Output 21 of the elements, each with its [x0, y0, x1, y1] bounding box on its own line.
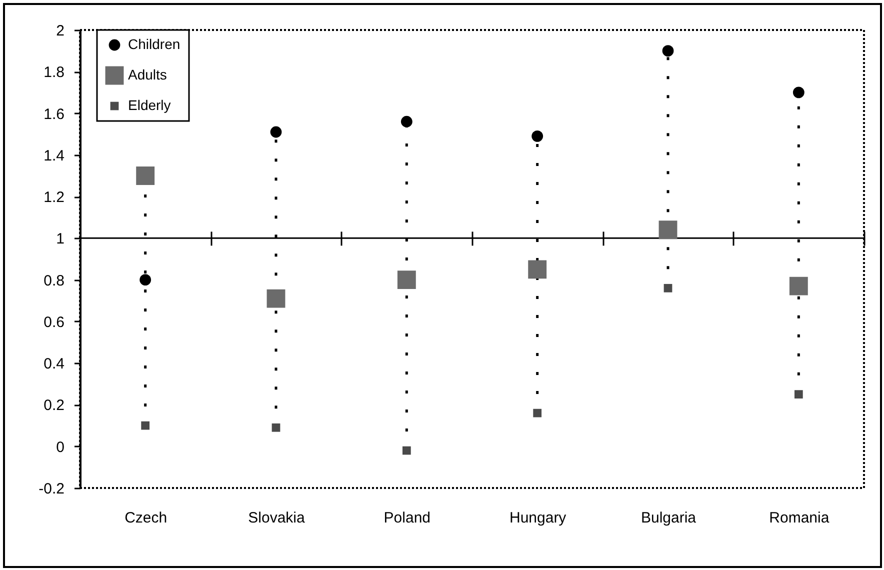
y-tick-label: 1.8 [44, 64, 64, 82]
y-tick-label: 0.4 [44, 356, 64, 373]
y-tick-label: 1.2 [44, 189, 64, 206]
y-tick-label: 0.2 [44, 397, 64, 414]
legend-label: Elderly [128, 97, 171, 113]
y-tick-label: 1.6 [44, 106, 64, 123]
x-tick-label: Bulgaria [640, 510, 697, 526]
y-tick-label: 0.8 [44, 272, 64, 290]
legend-label: Children [128, 36, 180, 52]
y-tick-label: 0 [56, 438, 64, 456]
x-tick-label: Slovakia [248, 510, 306, 526]
x-tick-label: Czech [124, 510, 168, 526]
y-tick-label: 0.6 [44, 314, 64, 331]
x-tick-label: Poland [384, 510, 431, 526]
legend-label: Adults [128, 66, 167, 82]
x-tick-label: Romania [769, 510, 830, 526]
y-tick-label: -0.2 [38, 480, 64, 498]
y-tick-label: 1.4 [44, 147, 64, 164]
y-tick-label: 1 [56, 230, 64, 248]
x-tick-label: Hungary [509, 510, 567, 526]
y-tick-label: 2 [56, 22, 64, 40]
